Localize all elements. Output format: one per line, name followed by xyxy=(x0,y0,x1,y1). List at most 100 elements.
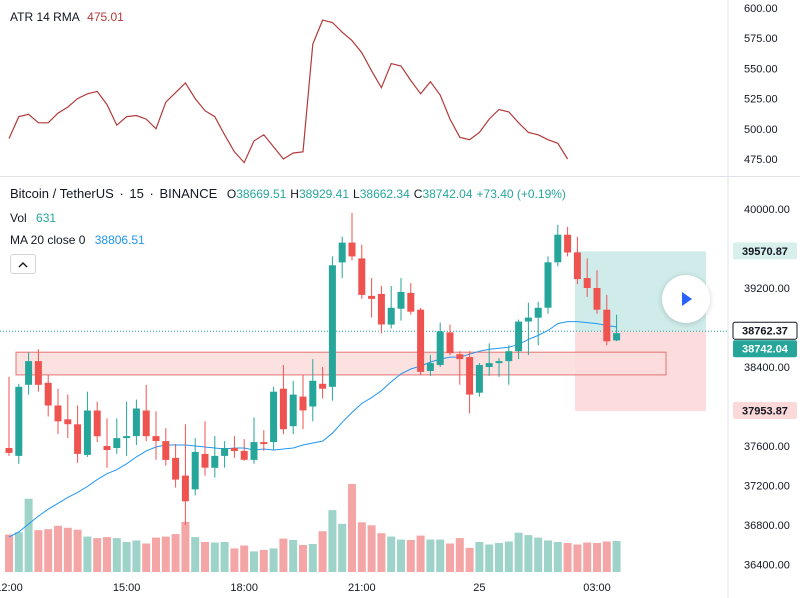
volume-bar xyxy=(230,548,239,572)
candle-body xyxy=(211,455,219,468)
volume-bar xyxy=(416,535,425,572)
volume-bar xyxy=(103,537,111,572)
candle xyxy=(132,399,140,445)
volume-bar xyxy=(181,521,190,572)
candle xyxy=(397,278,405,321)
candle-body xyxy=(475,365,483,393)
candle xyxy=(230,436,238,458)
low-value: 38662.34 xyxy=(359,187,410,201)
close-label: C xyxy=(413,187,423,201)
open-label: O xyxy=(226,187,237,201)
symbol-name[interactable]: Bitcoin / TetherUS xyxy=(10,186,114,201)
volume-bar xyxy=(387,536,396,572)
candle xyxy=(534,301,542,346)
volume-bar xyxy=(259,549,268,572)
atr-tick-label: 550.00 xyxy=(744,63,778,75)
candle-body xyxy=(191,451,199,490)
play-icon xyxy=(682,292,692,306)
candle-body xyxy=(466,357,474,395)
candle-body xyxy=(93,410,101,437)
candle-body xyxy=(5,448,13,453)
candle xyxy=(358,244,366,299)
volume-bar xyxy=(289,540,298,572)
chevron-up-icon xyxy=(18,261,28,267)
low-label: L xyxy=(353,187,360,201)
volume-bar xyxy=(279,538,288,572)
volume-bar xyxy=(475,542,484,572)
volume-bar xyxy=(377,533,386,572)
volume-bar xyxy=(573,544,582,572)
atr-tick-label: 575.00 xyxy=(744,33,778,45)
candle-body xyxy=(397,291,405,309)
replay-play-button[interactable] xyxy=(662,275,710,323)
candle-body xyxy=(83,410,91,455)
volume-bar xyxy=(220,542,229,572)
candle-body xyxy=(407,292,415,312)
candle xyxy=(338,236,346,279)
volume-bar xyxy=(161,536,170,572)
candle xyxy=(377,286,385,334)
candle xyxy=(328,256,336,401)
stop-price-label: 37953.87 xyxy=(733,402,797,420)
ma-legend: MA 20 close 0 38806.51 xyxy=(10,233,149,247)
candle-body xyxy=(34,361,42,385)
open-value: 38669.51 xyxy=(236,187,287,201)
symbol-exchange: BINANCE xyxy=(159,186,218,201)
candle-body xyxy=(132,408,140,437)
volume-bar xyxy=(563,543,572,572)
volume-bar xyxy=(152,537,160,572)
candle-body xyxy=(387,307,395,325)
candle-body xyxy=(524,317,532,322)
entry-price-label-text: 38762.37 xyxy=(742,326,788,338)
candle-body xyxy=(113,438,121,448)
symbol-sep-1: · xyxy=(119,186,124,201)
candle-body xyxy=(172,457,180,480)
candle xyxy=(83,391,91,457)
candle-body xyxy=(603,309,611,342)
time-tick-label: 21:00 xyxy=(348,582,376,594)
candle-body xyxy=(485,363,493,367)
volume-bar xyxy=(54,525,62,572)
time-tick-label: 18:00 xyxy=(230,582,258,594)
volume-bar xyxy=(465,547,474,572)
current-price-label-bg xyxy=(733,340,797,358)
entry-price-label-bg xyxy=(732,321,798,340)
candle-body xyxy=(573,252,581,280)
volume-legend-label: Vol xyxy=(10,211,27,225)
volume-bar xyxy=(406,540,415,572)
high-value: 38929.41 xyxy=(298,187,350,201)
candle xyxy=(485,343,493,376)
atr-tick-label: 500.00 xyxy=(744,124,778,136)
candle xyxy=(495,358,503,377)
candle xyxy=(426,355,434,376)
volume-bar xyxy=(308,544,317,572)
candle-body xyxy=(593,288,601,310)
collapse-legend-button[interactable] xyxy=(10,254,36,274)
candle xyxy=(152,411,160,460)
price-tick-label: 39200.00 xyxy=(744,283,790,295)
candle xyxy=(505,345,513,385)
candle-body xyxy=(230,448,238,451)
volume-bar xyxy=(338,523,347,572)
volume-bar xyxy=(299,545,307,572)
high-label: H xyxy=(290,187,299,201)
candle xyxy=(515,319,523,360)
volume-bar xyxy=(14,532,23,572)
atr-legend-name: ATR 14 RMA xyxy=(10,10,80,24)
volume-bar xyxy=(593,543,601,572)
volume-bar xyxy=(328,510,337,572)
candle-body xyxy=(426,363,434,371)
candle-body xyxy=(15,386,23,456)
time-tick-label: 15:00 xyxy=(113,582,141,594)
volume-bar xyxy=(63,527,72,572)
candle-body xyxy=(613,333,621,341)
candle xyxy=(123,401,131,456)
volume-bar xyxy=(210,542,219,572)
candle-body xyxy=(260,442,268,445)
candle xyxy=(162,428,170,466)
volume-bar xyxy=(93,538,102,572)
candle xyxy=(64,394,72,439)
candle-body xyxy=(319,383,327,389)
ma-legend-label: MA 20 close 0 xyxy=(10,233,86,247)
